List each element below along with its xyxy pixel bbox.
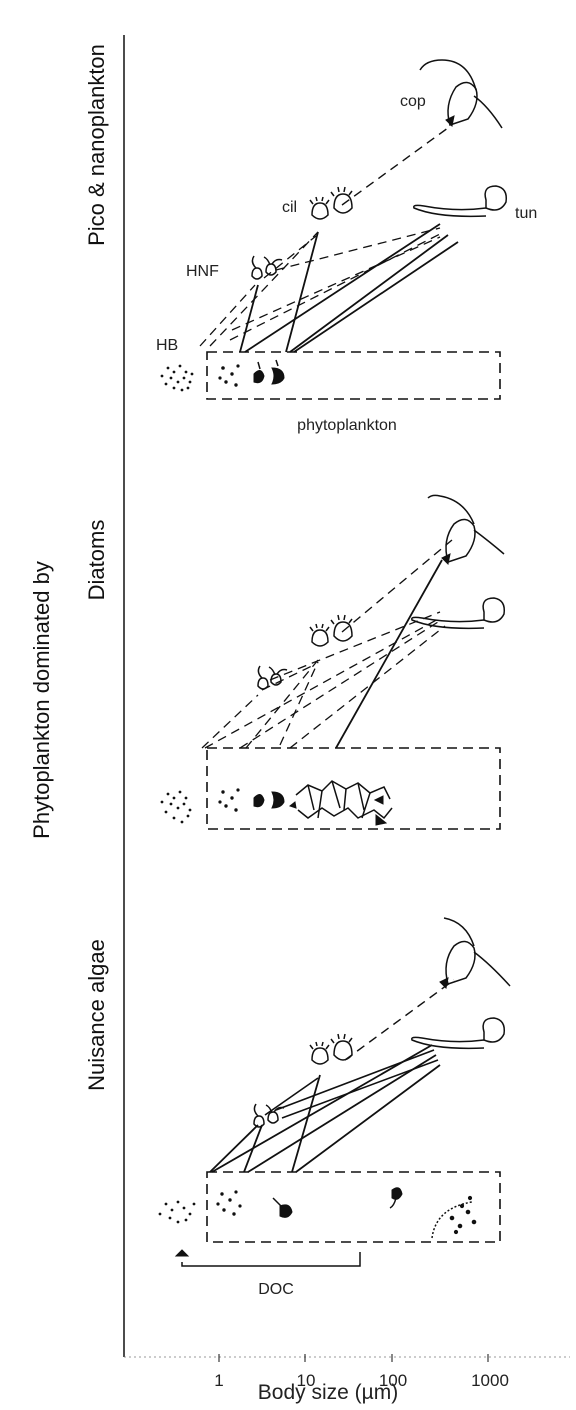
hnf-flagellates-icon-2 [257,665,288,690]
x-tick-1000: 1000 [471,1371,509,1390]
copepod-icon-2 [427,494,505,566]
label-cil: cil [282,199,297,216]
trophic-links-panel-3 [209,979,455,1173]
y-axis-title: Phytoplankton dominated by [29,561,54,839]
panel-title-pico-nano: Pico & nanoplankton [84,44,109,246]
phytoplankton-cells-icon [218,359,285,387]
x-axis-ticks [218,1354,489,1362]
hnf-flagellates-icon [251,255,283,280]
panel-pico-nano: cop tun cil HNF HB phytoplankton [156,59,537,434]
hnf-flagellates-icon-3 [253,1103,285,1128]
panel-nuisance-algae: DOC [158,917,511,1298]
copepod-icon [419,59,503,129]
x-tick-1: 1 [214,1371,223,1390]
label-cop: cop [400,93,426,110]
trophic-links-panel-1 [199,124,459,353]
doc-bracket [174,1249,361,1267]
x-tick-10: 10 [297,1371,316,1390]
ciliates-icon [309,186,353,220]
panel-title-nuisance-algae: Nuisance algae [84,939,109,1091]
label-tun: tun [515,205,537,222]
bacteria-dots-icon [160,364,194,392]
x-tick-100: 100 [379,1371,407,1390]
phytoplankton-box-diatoms [206,747,501,830]
tunicate-icon [412,185,508,218]
copepod-icon-3 [439,917,511,990]
phytoplankton-box-nuisance [206,1171,501,1243]
bacteria-dots-icon-3 [158,1200,196,1224]
label-phytoplankton: phytoplankton [297,417,397,434]
phytoplankton-cells-icon-2 [218,788,285,812]
phytoplankton-box [206,351,501,400]
ciliates-icon-3 [309,1033,353,1065]
panel-title-diatoms: Diatoms [84,520,109,601]
panel-diatoms [160,494,506,830]
label-hnf: HNF [186,263,219,280]
label-hb: HB [156,337,178,354]
diatom-chains-icon [288,780,393,826]
ciliates-icon-2 [309,614,353,647]
tunicate-icon-3 [410,1017,506,1050]
phytoplankton-cells-icon-3 [216,1187,477,1239]
trophic-links-panel-2 [201,539,453,749]
label-doc: DOC [258,1281,294,1298]
x-axis-title: Body size (µm) [258,1381,398,1404]
tunicate-icon-2 [410,597,506,630]
bacteria-dots-icon-2 [160,790,192,824]
